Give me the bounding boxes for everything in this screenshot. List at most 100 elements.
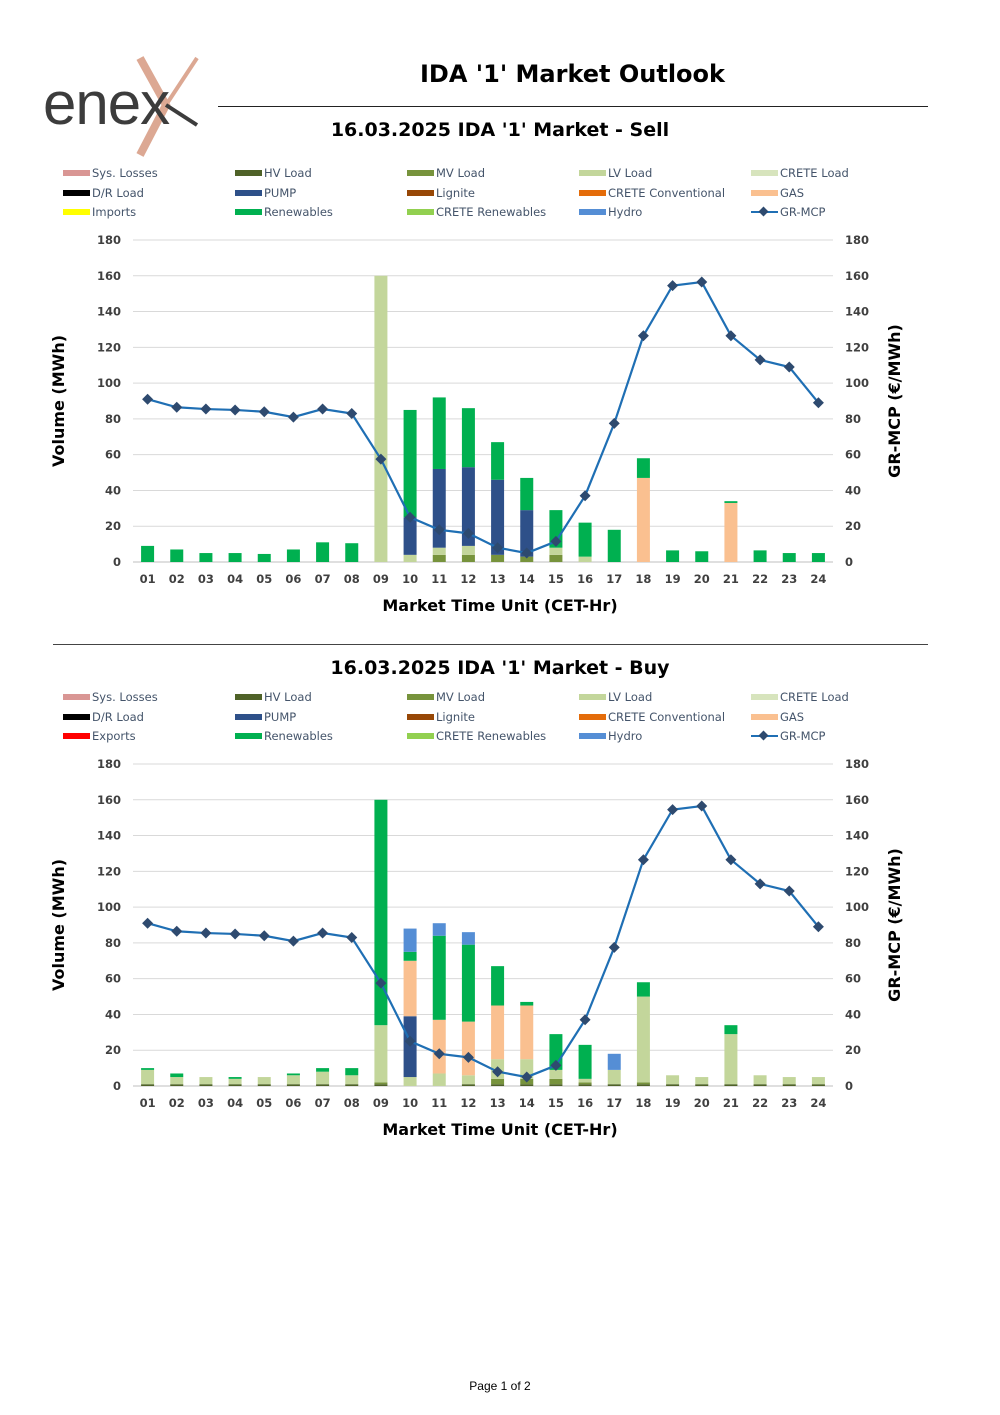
x-tick-label: 17 xyxy=(606,572,622,586)
legend-item-crete-renewables: CRETE Renewables xyxy=(407,203,546,221)
x-tick-label: 06 xyxy=(285,1096,301,1110)
bar-hydro xyxy=(607,1053,621,1070)
gr-mcp-point xyxy=(346,932,358,944)
bar-renewables xyxy=(228,553,242,562)
gr-mcp-point xyxy=(433,524,445,536)
x-tick-label: 22 xyxy=(752,572,768,586)
y-tick-label: 40 xyxy=(105,483,121,497)
bar-hv-load xyxy=(199,1084,213,1086)
legend-item-gas: GAS xyxy=(751,708,804,726)
gr-mcp-point xyxy=(229,404,241,416)
y2-tick-label: 160 xyxy=(845,793,869,807)
gr-mcp-point xyxy=(725,854,737,866)
gr-mcp-point xyxy=(696,800,708,812)
bar-lv-load xyxy=(403,1077,417,1086)
sell-y2-axis-title: GR-MCP (€/MWh) xyxy=(885,324,904,478)
legend-item-crete-load: CRETE Load xyxy=(751,164,849,182)
buy-y2-axis-title: GR-MCP (€/MWh) xyxy=(885,848,904,1002)
legend-label: Imports xyxy=(92,205,137,219)
legend-swatch xyxy=(407,189,434,196)
legend-label: Hydro xyxy=(608,729,643,743)
page-number: Page 1 of 2 xyxy=(469,1379,531,1393)
legend-label: CRETE Load xyxy=(780,690,849,704)
bar-lv-load xyxy=(695,1077,709,1085)
legend-item-hv-load: HV Load xyxy=(235,164,312,182)
legend-item-lv-load: LV Load xyxy=(579,164,652,182)
bar-lv-load xyxy=(578,1078,592,1083)
legend-item-sys-losses: Sys. Losses xyxy=(63,688,158,706)
bar-lv-load xyxy=(199,1077,213,1085)
legend-item-d-r-load: D/R Load xyxy=(63,708,144,726)
gr-mcp-point xyxy=(375,453,387,465)
x-tick-label: 09 xyxy=(373,572,389,586)
x-tick-label: 08 xyxy=(344,572,360,586)
y2-tick-label: 80 xyxy=(845,412,861,426)
legend-item-crete-conventional: CRETE Conventional xyxy=(579,708,725,726)
bar-mv-load xyxy=(636,1082,650,1085)
bar-hydro xyxy=(432,923,446,936)
legend-swatch xyxy=(751,170,778,176)
bar-lv-load xyxy=(228,1078,242,1085)
y-tick-label: 0 xyxy=(113,1079,121,1093)
x-tick-label: 12 xyxy=(460,1096,476,1110)
y-tick-label: 140 xyxy=(97,829,121,843)
bar-hv-load xyxy=(170,1084,184,1086)
x-tick-label: 01 xyxy=(140,1096,156,1110)
legend-swatch xyxy=(63,733,90,739)
y-tick-label: 60 xyxy=(105,448,121,462)
bar-renewables xyxy=(782,553,796,562)
legend-swatch xyxy=(407,170,434,176)
bar-renewables xyxy=(170,1073,184,1078)
legend-swatch xyxy=(235,170,262,176)
buy-x-axis-title: Market Time Unit (CET-Hr) xyxy=(382,1120,618,1139)
bar-renewables xyxy=(753,550,767,562)
x-tick-label: 02 xyxy=(169,1096,185,1110)
sell-chart-title: 16.03.2025 IDA '1' Market - Sell xyxy=(330,119,670,141)
gr-mcp-point xyxy=(754,878,766,890)
x-tick-label: 21 xyxy=(723,1096,739,1110)
bar-mv-load xyxy=(520,556,534,562)
y-tick-label: 60 xyxy=(105,972,121,986)
legend-swatch xyxy=(63,713,90,720)
x-tick-label: 01 xyxy=(140,572,156,586)
bar-lv-load xyxy=(374,1025,388,1083)
legend-label: Lignite xyxy=(436,709,475,724)
bar-gas xyxy=(461,1021,475,1076)
gr-mcp-point xyxy=(696,276,708,288)
gr-mcp-point xyxy=(200,403,212,415)
legend-item-gas: GAS xyxy=(751,184,804,202)
bar-hydro xyxy=(461,932,475,945)
legend-item-hv-load: HV Load xyxy=(235,688,312,706)
bar-hv-load xyxy=(724,1084,738,1086)
bar-lv-load xyxy=(811,1077,825,1085)
legend-swatch xyxy=(579,733,606,739)
bar-renewables xyxy=(636,982,650,997)
gr-mcp-point xyxy=(171,925,183,937)
bar-hydro xyxy=(403,928,417,952)
y-tick-label: 80 xyxy=(105,936,121,950)
bar-mv-load xyxy=(578,1082,592,1085)
bar-lv-load xyxy=(607,1069,621,1085)
x-tick-label: 14 xyxy=(519,1096,535,1110)
y-tick-label: 0 xyxy=(113,555,121,569)
bar-hv-load xyxy=(753,1084,767,1086)
legend-item-exports: Exports xyxy=(63,727,136,745)
gr-mcp-point xyxy=(258,406,270,418)
legend-item-renewables: Renewables xyxy=(235,203,333,221)
gr-mcp-point xyxy=(725,330,737,342)
gr-mcp-point xyxy=(521,547,533,559)
legend-item-gr-mcp: GR-MCP xyxy=(751,727,825,745)
gr-mcp-point xyxy=(317,403,329,415)
bar-renewables xyxy=(199,553,213,562)
x-tick-label: 03 xyxy=(198,1096,214,1110)
sell-chart-legend: Sys. Losses HV Load MV Load LV Load CRETE Lo… xyxy=(63,164,923,224)
x-tick-label: 20 xyxy=(694,1096,710,1110)
legend-item-renewables: Renewables xyxy=(235,727,333,745)
legend-item-lv-load: LV Load xyxy=(579,688,652,706)
legend-label: D/R Load xyxy=(92,709,144,724)
bar-renewables xyxy=(724,501,738,503)
gr-mcp-point xyxy=(229,928,241,940)
bar-renewables xyxy=(228,1077,242,1079)
gr-mcp-point xyxy=(492,542,504,554)
